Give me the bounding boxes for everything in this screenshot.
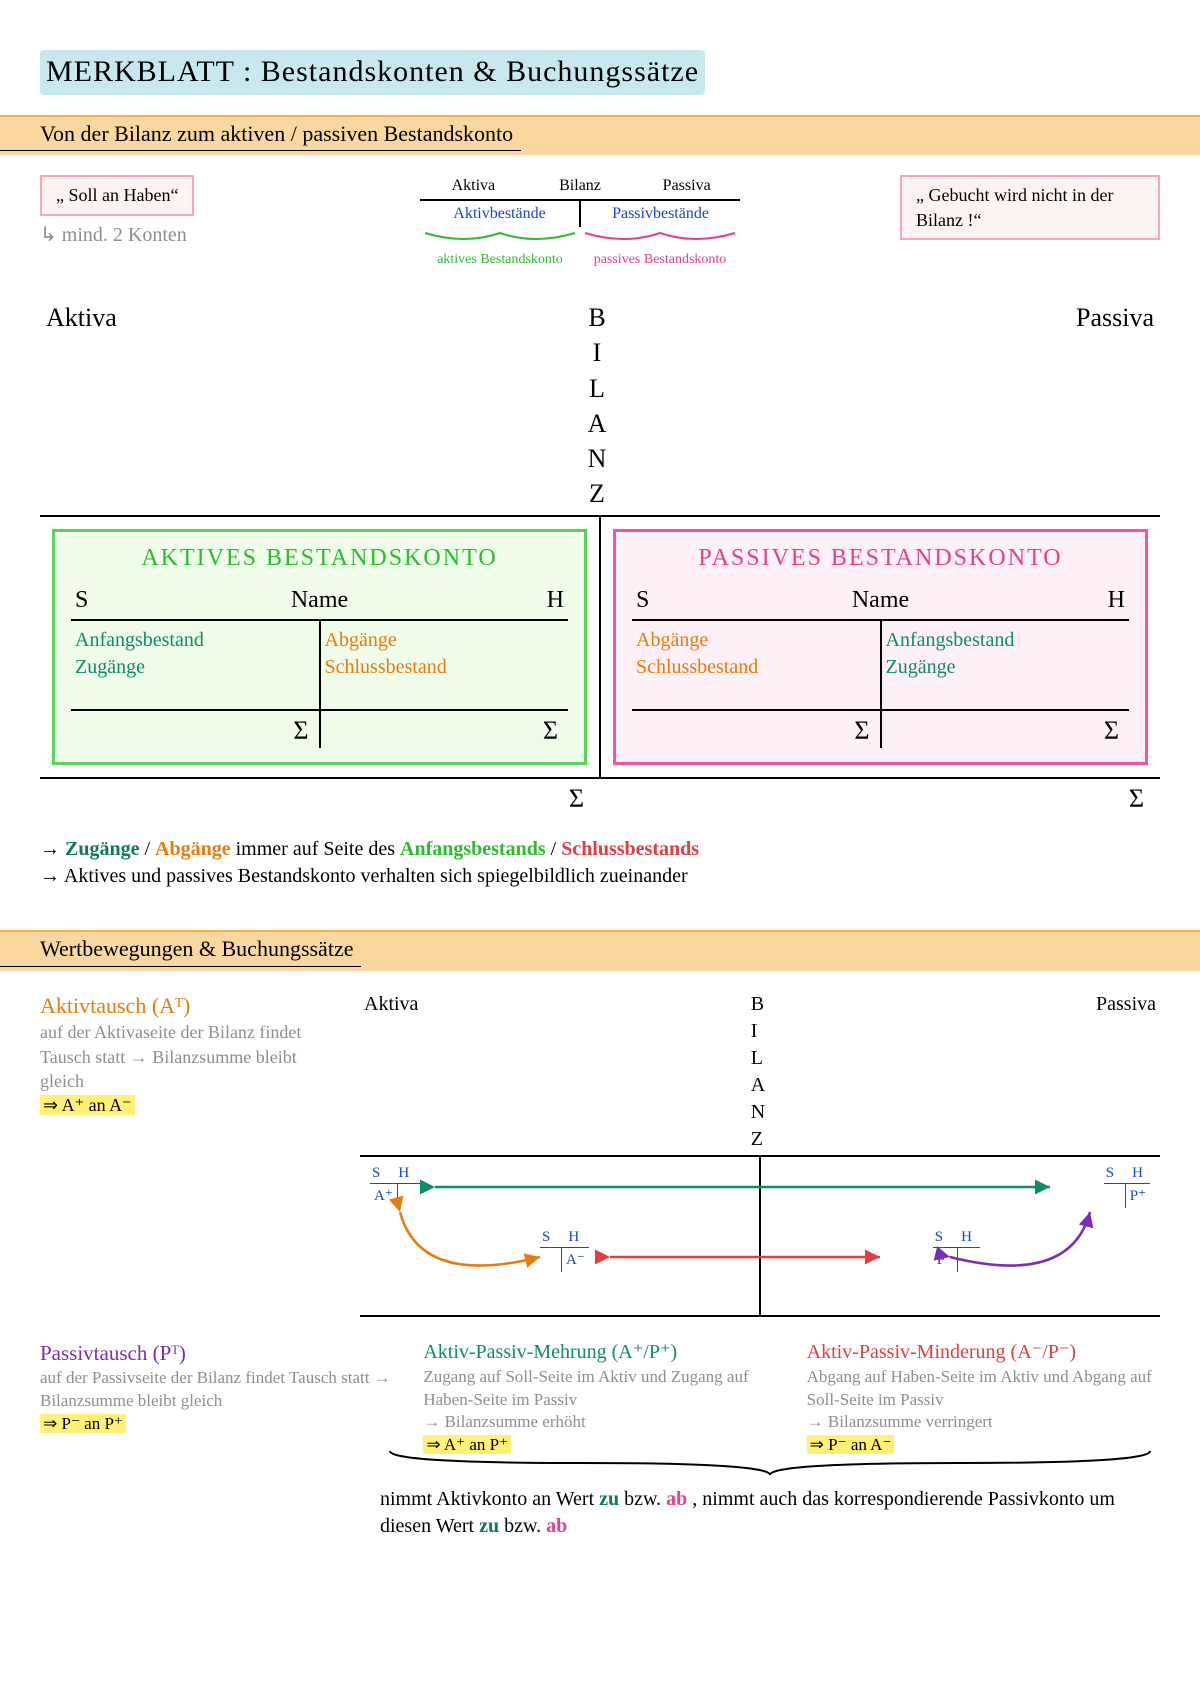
note-gebucht-nicht-bilanz: „ Gebucht wird nicht in der Bilanz !“ bbox=[900, 175, 1160, 240]
aktiv-passiv-minderung-block: Aktiv-Passiv-Minderung (A⁻/P⁻) Abgang au… bbox=[807, 1339, 1160, 1458]
aktivtausch-formula: ⇒ A⁺ an A⁻ bbox=[40, 1095, 135, 1115]
mini-bilanz-diagram: Aktiva Bilanz Passiva Aktivbestände Pass… bbox=[420, 175, 740, 270]
title-highlight: MERKBLATT : Bestandskonten & Buchungssät… bbox=[40, 50, 705, 95]
passives-bestandskonto-box: PASSIVES BESTANDSKONTO SNameH Abgänge Sc… bbox=[613, 529, 1148, 765]
note-mind-2-konten: ↳ mind. 2 Konten bbox=[40, 222, 260, 249]
aktivtausch-title: Aktivtausch (Aᵀ) bbox=[40, 991, 340, 1021]
aktiv-passiv-mehrung-block: Aktiv-Passiv-Mehrung (A⁺/P⁺) Zugang auf … bbox=[423, 1339, 776, 1458]
bilanz-t-account: Aktiva B I L A N Z Passiva AKTIVES BESTA… bbox=[40, 300, 1160, 816]
bullet-list: → Zugänge / Abgänge immer auf Seite des … bbox=[40, 836, 1160, 890]
footer-note: nimmt Aktivkonto an Wert zu bzw. ab , ni… bbox=[380, 1486, 1160, 1540]
aktives-bestandskonto-box: AKTIVES BESTANDSKONTO SNameH Anfangsbest… bbox=[52, 529, 587, 765]
wertbewegungen-diagram: Aktiva B I L A N Z Passiva SH A⁺ SH P⁺ S… bbox=[360, 991, 1160, 1317]
brace-icon bbox=[40, 1449, 1160, 1485]
section-2-header: Wertbewegungen & Buchungssätze bbox=[0, 930, 1200, 971]
page-title: MERKBLATT : Bestandskonten & Buchungssät… bbox=[40, 50, 1160, 95]
note-soll-an-haben: „ Soll an Haben“ bbox=[40, 175, 194, 215]
section-1-header: Von der Bilanz zum aktiven / passiven Be… bbox=[0, 115, 1200, 156]
passivtausch-block: Passivtausch (Pᵀ) auf der Passivseite de… bbox=[40, 1339, 393, 1458]
